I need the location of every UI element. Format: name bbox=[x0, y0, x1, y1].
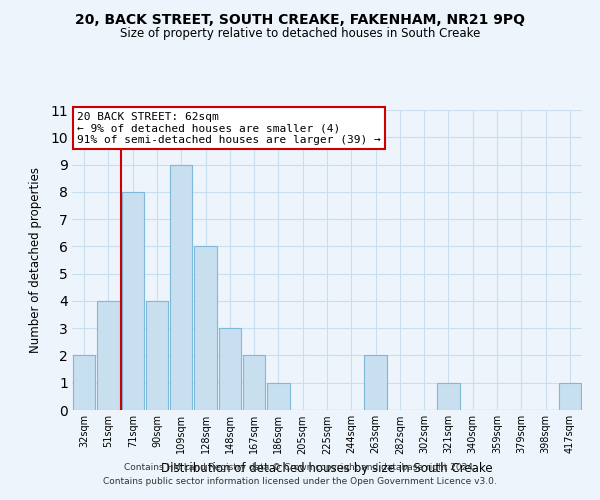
Bar bbox=[97, 301, 119, 410]
Y-axis label: Number of detached properties: Number of detached properties bbox=[29, 167, 42, 353]
Bar bbox=[437, 382, 460, 410]
Bar bbox=[243, 356, 265, 410]
Text: 20, BACK STREET, SOUTH CREAKE, FAKENHAM, NR21 9PQ: 20, BACK STREET, SOUTH CREAKE, FAKENHAM,… bbox=[75, 12, 525, 26]
Bar bbox=[73, 356, 95, 410]
Bar bbox=[122, 192, 144, 410]
Bar bbox=[267, 382, 290, 410]
Bar bbox=[364, 356, 387, 410]
X-axis label: Distribution of detached houses by size in South Creake: Distribution of detached houses by size … bbox=[161, 462, 493, 475]
Text: 20 BACK STREET: 62sqm
← 9% of detached houses are smaller (4)
91% of semi-detach: 20 BACK STREET: 62sqm ← 9% of detached h… bbox=[77, 112, 381, 144]
Text: Size of property relative to detached houses in South Creake: Size of property relative to detached ho… bbox=[120, 28, 480, 40]
Bar bbox=[559, 382, 581, 410]
Bar bbox=[218, 328, 241, 410]
Text: Contains HM Land Registry data © Crown copyright and database right 2024.: Contains HM Land Registry data © Crown c… bbox=[124, 464, 476, 472]
Bar bbox=[194, 246, 217, 410]
Text: Contains public sector information licensed under the Open Government Licence v3: Contains public sector information licen… bbox=[103, 477, 497, 486]
Bar bbox=[170, 164, 193, 410]
Bar bbox=[146, 301, 168, 410]
